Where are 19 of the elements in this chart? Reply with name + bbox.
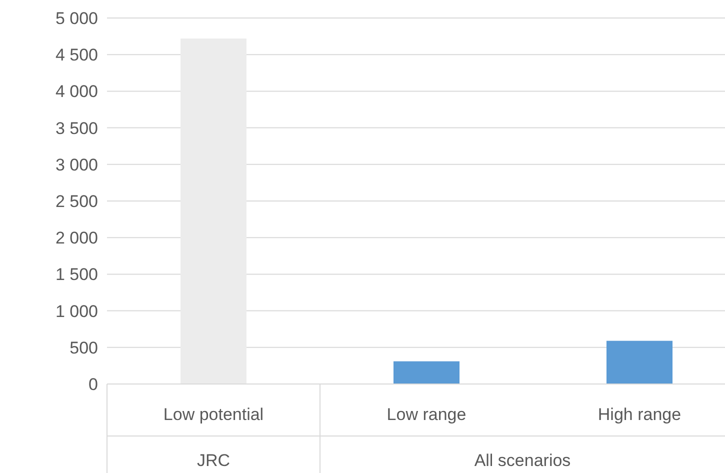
text: All scenarios — [474, 450, 571, 470]
x-tick-label: Low potential — [163, 404, 264, 424]
y-tick-label: 2 500 — [55, 192, 98, 211]
y-tick-label: 0 — [88, 374, 98, 394]
text: JRC — [196, 450, 230, 470]
y-tick-label: 500 — [70, 338, 98, 358]
y-tick-label: 1 500 — [55, 265, 98, 284]
y-tick-label: 5 000 — [55, 8, 98, 28]
bar — [606, 340, 673, 384]
x-tick-label: High range — [598, 404, 682, 424]
y-tick-label: 2 000 — [55, 228, 98, 248]
y-tick-label: 4 000 — [55, 82, 98, 102]
y-tick-label: 4 500 — [55, 46, 98, 65]
y-tick-label: 3 000 — [55, 155, 98, 174]
y-tick-label: 1 000 — [55, 302, 98, 321]
x-tick-label: Low range — [386, 404, 466, 424]
bar — [180, 38, 247, 384]
y-tick-label: 3 500 — [55, 118, 98, 138]
bar — [393, 361, 460, 384]
